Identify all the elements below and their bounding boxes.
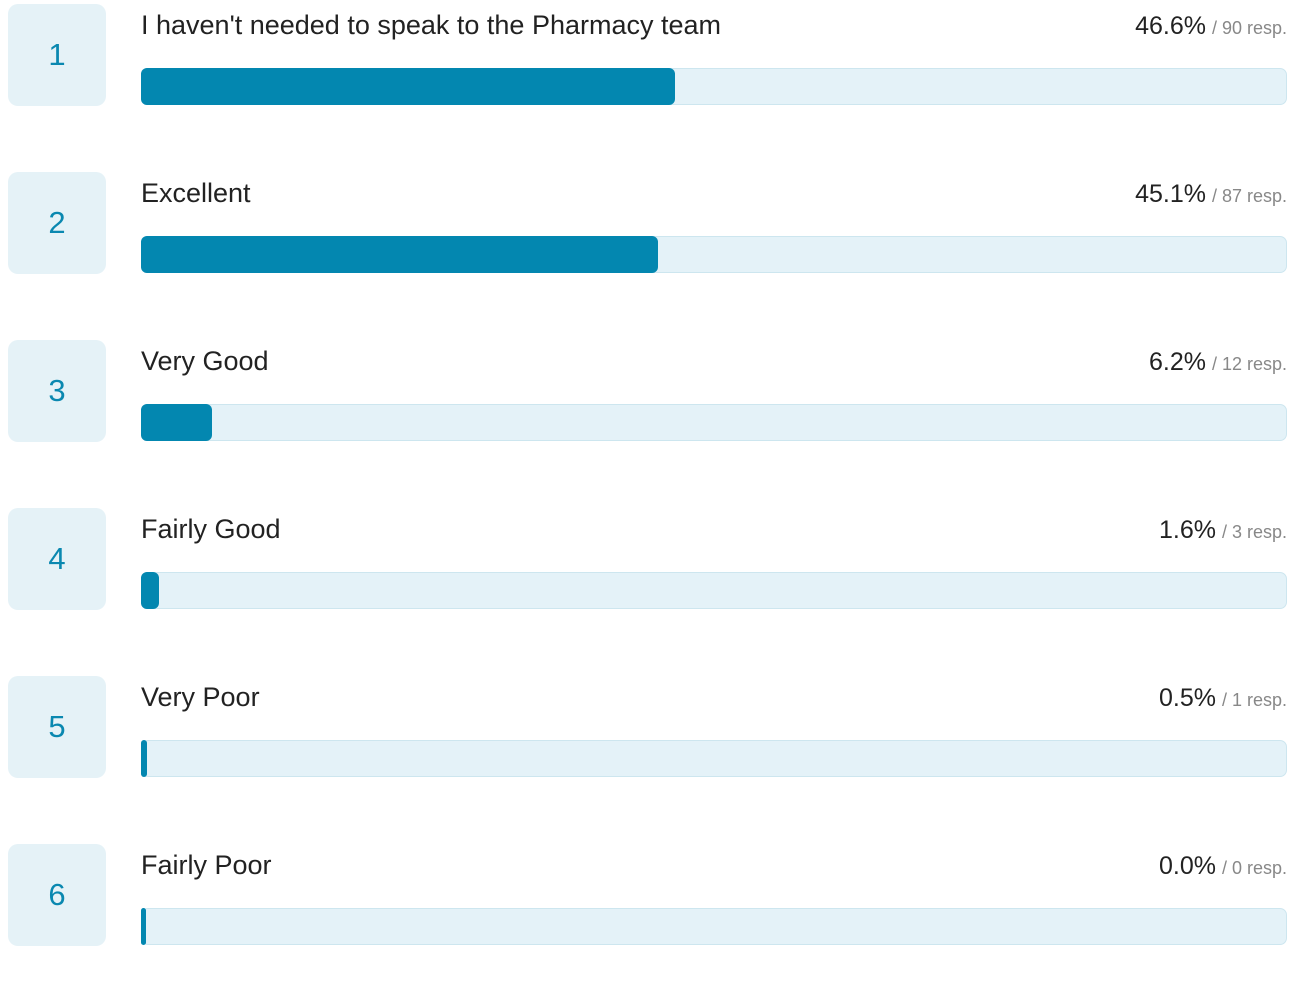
result-row: 2 Excellent 45.1%/ 87 resp.: [0, 168, 1300, 336]
bar: [141, 740, 147, 777]
responses-label: / 1 resp.: [1221, 690, 1287, 710]
result-row: 4 Fairly Good 1.6%/ 3 resp.: [0, 504, 1300, 672]
bar-track: [141, 908, 1287, 945]
percent-label: 0.0%: [1158, 852, 1216, 880]
bar: [141, 236, 658, 273]
responses-label: / 0 resp.: [1221, 858, 1287, 878]
bar-track: [141, 404, 1287, 441]
percent-label: 45.1%: [1135, 180, 1206, 208]
rank-badge: 1: [8, 4, 106, 106]
percent-label: 46.6%: [1135, 12, 1206, 40]
rank-badge: 3: [8, 340, 106, 442]
responses-label: / 12 resp.: [1211, 354, 1287, 374]
responses-label: / 87 resp.: [1211, 186, 1287, 206]
rank-badge: 2: [8, 172, 106, 274]
option-label: Excellent: [141, 178, 251, 208]
percent-label: 0.5%: [1158, 684, 1216, 712]
bar: [141, 68, 676, 105]
bar-track: [141, 572, 1287, 609]
responses-label: / 90 resp.: [1211, 18, 1287, 38]
bar-track: [141, 740, 1287, 777]
result-stats: 6.2%/ 12 resp.: [1149, 348, 1287, 377]
bar-track: [141, 236, 1287, 273]
result-stats: 0.5%/ 1 resp.: [1159, 684, 1287, 713]
survey-results: {"items": [ {"rank": 1, "label": "I have…: [0, 0, 1300, 946]
result-row: 3 Very Good 6.2%/ 12 resp.: [0, 336, 1300, 504]
bar: [141, 908, 146, 945]
result-stats: 1.6%/ 3 resp.: [1159, 516, 1287, 545]
option-label: Very Good: [141, 346, 269, 376]
bar-track: [141, 68, 1287, 105]
percent-label: 6.2%: [1148, 348, 1206, 376]
responses-label: / 3 resp.: [1221, 522, 1287, 542]
rank-badge: 6: [8, 844, 106, 946]
percent-label: 1.6%: [1158, 516, 1216, 544]
rank-badge: 4: [8, 508, 106, 610]
result-stats: 46.6%/ 90 resp.: [1135, 12, 1287, 41]
option-label: Fairly Good: [141, 514, 281, 544]
result-stats: 45.1%/ 87 resp.: [1135, 180, 1287, 209]
option-label: I haven't needed to speak to the Pharmac…: [141, 10, 722, 40]
result-row: 5 Very Poor 0.5%/ 1 resp.: [0, 672, 1300, 840]
rank-badge: 5: [8, 676, 106, 778]
bar: [141, 404, 213, 441]
result-row: 6 Fairly Poor 0.0%/ 0 resp.: [0, 840, 1300, 1008]
bar: [141, 572, 160, 609]
option-label: Fairly Poor: [141, 850, 272, 880]
option-label: Very Poor: [141, 682, 260, 712]
result-row: 1 I haven't needed to speak to the Pharma…: [0, 0, 1300, 168]
result-stats: 0.0%/ 0 resp.: [1159, 852, 1287, 881]
